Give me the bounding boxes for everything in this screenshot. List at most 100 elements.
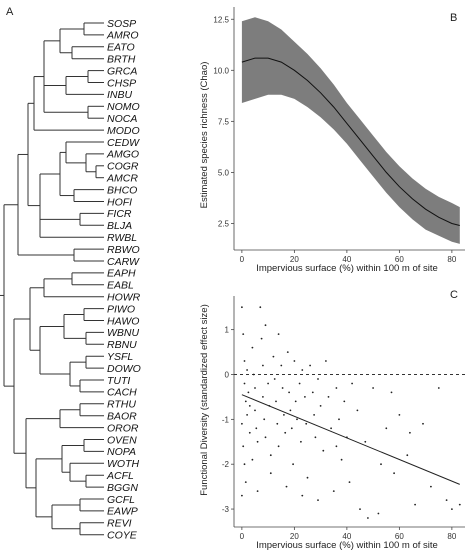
regression-line [241,394,460,485]
data-point [406,454,409,457]
data-point [267,382,269,385]
panel-b-x-tick-label: 60 [395,255,404,264]
data-point [301,369,304,371]
species-label-piwo: PIWO [107,303,135,315]
data-point [322,449,325,452]
data-point [340,458,343,461]
panel-c-y-tick-label: 1 [225,326,230,335]
data-point [359,508,361,510]
data-point [293,360,296,362]
data-point [286,351,289,353]
species-label-amgo: AMGO [106,149,139,161]
species-label-carw: CARW [107,256,140,268]
species-label-eato: EATO [107,42,135,54]
species-label-chsp: CHSP [107,77,136,89]
species-label-amcr: AMCR [106,173,138,185]
data-point [458,503,461,506]
data-point [288,391,290,394]
panel-label-a: A [6,6,14,18]
data-point [292,463,294,466]
panel-b-chart: Impervious surface (%) within 100 m of s… [199,7,465,274]
panel-c-x-tick-label: 60 [395,532,404,541]
panel-c-y-axis-title: Functional Diversity (standardized effec… [199,304,210,496]
data-point [241,422,243,425]
panel-b-y-tick-label: 10.0 [213,66,229,75]
species-label-amro: AMRO [106,30,139,42]
data-point [260,337,263,340]
species-label-modo: MODO [107,125,140,137]
data-point [241,306,243,309]
confidence-band [241,17,460,244]
species-label-nopa: NOPA [107,446,136,458]
data-point [301,494,304,497]
species-label-howr: HOWR [107,292,141,304]
data-point [330,427,332,430]
data-point [289,409,292,412]
species-label-oror: OROR [107,422,139,434]
species-label-rthu: RTHU [107,399,136,411]
data-point [248,431,251,434]
data-point [338,418,340,421]
data-point [335,445,338,448]
species-label-hawo: HAWO [107,315,139,327]
data-point [269,454,272,457]
data-point [325,360,327,362]
species-label-grca: GRCA [107,65,137,77]
species-label-baor: BAOR [107,411,137,423]
data-point [283,414,285,416]
data-point [284,431,287,434]
species-label-cogr: COGR [107,161,139,173]
species-label-tuti: TUTI [107,375,130,387]
data-point [262,396,264,398]
panel-b-y-tick-label: 2.5 [218,219,230,228]
panel-c-y-tick-label: -3 [222,505,230,514]
panel-b-x-axis-title: Impervious surface (%) within 100 m of s… [256,263,438,274]
data-point [451,508,453,510]
data-point [256,490,259,492]
data-point [246,414,249,416]
data-point [335,387,338,389]
data-point [264,324,267,327]
data-point [243,360,246,362]
data-point [294,400,297,403]
data-point [251,458,254,461]
data-point [306,476,309,479]
data-point [313,414,315,416]
phylogenetic-tree: SOSPAMROEATOBRTHGRCACHSPINBUNOMONOCAMODO… [0,18,141,542]
data-point [277,333,280,335]
data-point [276,422,279,425]
species-label-oven: OVEN [107,434,137,446]
data-point [241,494,243,497]
species-label-cach: CACH [107,387,137,399]
species-label-coye: COYE [107,530,138,542]
data-point [314,436,317,439]
data-point [296,418,298,421]
species-label-rbnu: RBNU [107,339,137,351]
species-label-eaph: EAPH [107,268,136,280]
data-point [285,485,288,488]
panel-label-c: C [450,289,458,301]
species-label-rbwo: RBWO [107,244,140,256]
data-point [246,369,249,371]
species-label-noca: NOCA [107,113,137,125]
panel-c-chart: Impervious surface (%) within 100 m of s… [199,296,465,551]
data-point [262,364,264,367]
data-point [247,391,250,394]
species-label-nomo: NOMO [107,101,140,113]
data-point [252,373,255,376]
data-point [348,481,351,483]
species-label-brth: BRTH [107,54,136,66]
panel-c-y-tick-label: -2 [222,460,230,469]
panel-b-x-tick-label: 0 [240,255,245,264]
data-point [393,472,395,475]
panel-c-x-tick-label: 80 [447,532,456,541]
data-point [242,333,245,335]
data-point [377,512,380,515]
panel-c-x-axis-title: Impervious surface (%) within 100 m of s… [256,540,438,551]
data-point [275,400,277,403]
data-point [244,481,247,483]
panel-b-y-tick-label: 7.5 [218,117,230,126]
data-point [311,391,314,394]
data-point [304,396,306,398]
